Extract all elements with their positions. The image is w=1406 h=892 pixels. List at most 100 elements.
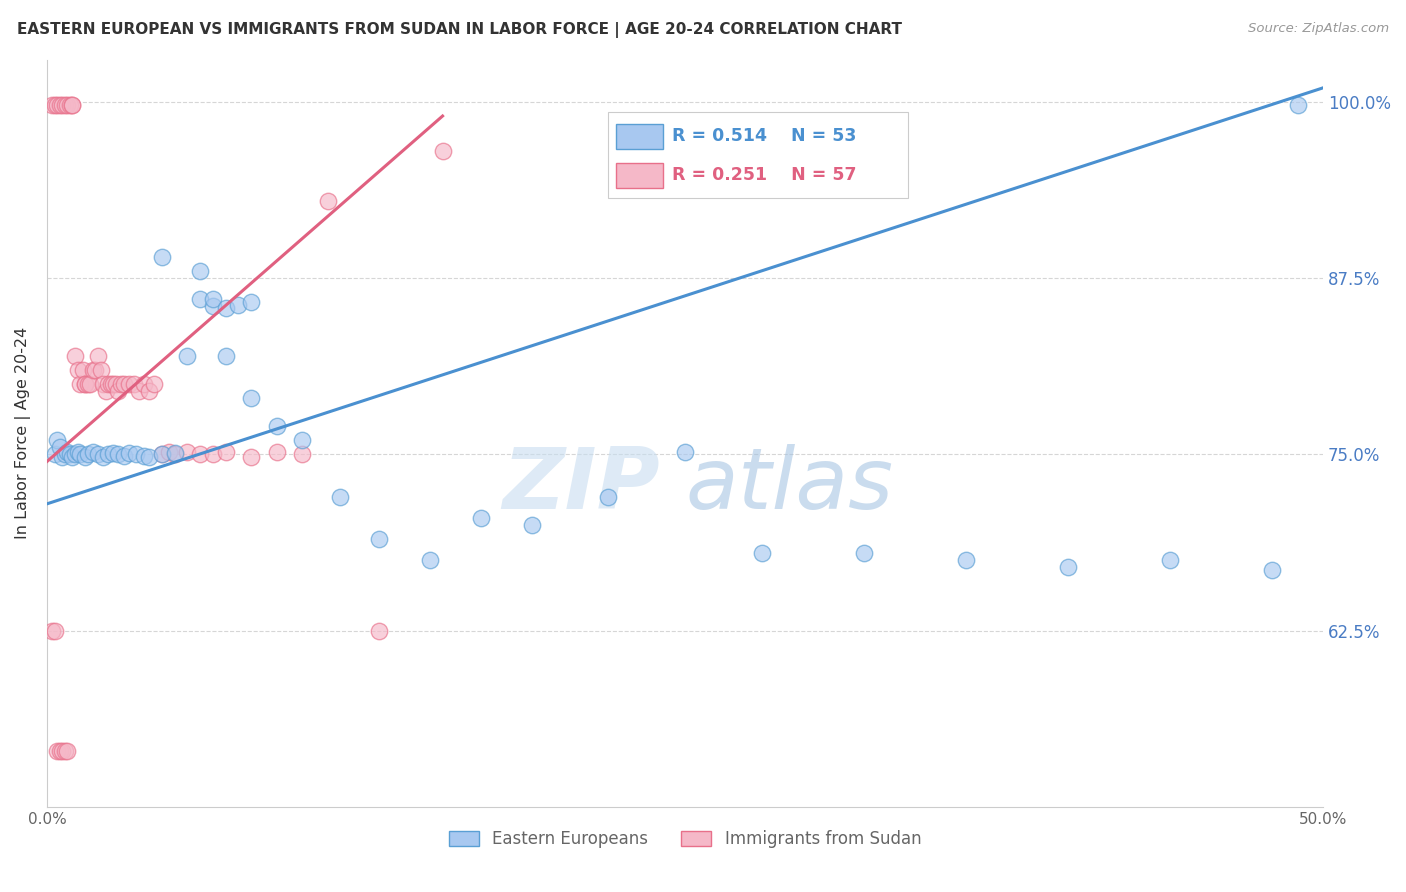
- Point: [110, 376, 132, 391]
- Point: [69, 376, 91, 391]
- Point: [125, 448, 148, 462]
- Point: [266, 419, 288, 434]
- Point: [107, 448, 129, 462]
- Point: [62, 450, 84, 465]
- Point: [955, 553, 977, 567]
- Point: [240, 450, 263, 465]
- Point: [1057, 560, 1080, 574]
- Point: [82, 363, 104, 377]
- Point: [117, 446, 139, 460]
- Point: [138, 384, 160, 398]
- Point: [56, 97, 79, 112]
- Point: [201, 300, 224, 314]
- Point: [188, 264, 211, 278]
- Point: [46, 434, 69, 448]
- Point: [367, 532, 389, 546]
- Point: [103, 446, 125, 460]
- Point: [266, 444, 288, 458]
- Point: [46, 744, 69, 758]
- FancyBboxPatch shape: [609, 112, 908, 198]
- Point: [97, 448, 120, 462]
- Point: [63, 349, 86, 363]
- Point: [122, 376, 145, 391]
- Point: [432, 145, 454, 159]
- Point: [66, 444, 89, 458]
- Point: [90, 363, 112, 377]
- Point: [46, 97, 69, 112]
- Point: [53, 97, 76, 112]
- Point: [520, 518, 543, 533]
- Point: [112, 376, 135, 391]
- Legend: Eastern Europeans, Immigrants from Sudan: Eastern Europeans, Immigrants from Sudan: [441, 823, 928, 855]
- Point: [104, 376, 127, 391]
- Point: [41, 97, 63, 112]
- Point: [72, 363, 94, 377]
- Point: [51, 450, 73, 465]
- Point: [59, 97, 82, 112]
- Point: [48, 97, 70, 112]
- Point: [100, 376, 122, 391]
- Point: [316, 194, 339, 208]
- Point: [44, 448, 66, 462]
- Text: ZIP: ZIP: [502, 444, 659, 527]
- Point: [176, 444, 198, 458]
- Text: R = 0.251    N = 57: R = 0.251 N = 57: [672, 166, 856, 184]
- Text: R = 0.514    N = 53: R = 0.514 N = 53: [672, 127, 856, 145]
- Point: [69, 448, 91, 462]
- Point: [291, 434, 314, 448]
- Point: [291, 448, 314, 462]
- Point: [87, 448, 110, 462]
- Point: [41, 624, 63, 638]
- Point: [852, 546, 875, 560]
- Point: [107, 384, 129, 398]
- Point: [87, 349, 110, 363]
- FancyBboxPatch shape: [616, 162, 664, 188]
- Point: [163, 446, 186, 460]
- Point: [51, 97, 73, 112]
- Point: [62, 97, 84, 112]
- Text: atlas: atlas: [685, 444, 893, 527]
- Text: EASTERN EUROPEAN VS IMMIGRANTS FROM SUDAN IN LABOR FORCE | AGE 20-24 CORRELATION: EASTERN EUROPEAN VS IMMIGRANTS FROM SUDA…: [17, 22, 901, 38]
- Point: [470, 511, 492, 525]
- Point: [48, 441, 70, 455]
- Point: [53, 744, 76, 758]
- Point: [150, 448, 173, 462]
- Point: [51, 744, 73, 758]
- Point: [75, 376, 97, 391]
- Point: [132, 376, 155, 391]
- Point: [82, 444, 104, 458]
- Point: [112, 449, 135, 463]
- Point: [419, 553, 441, 567]
- Point: [132, 449, 155, 463]
- Point: [1261, 563, 1284, 577]
- Point: [214, 301, 236, 315]
- Point: [214, 444, 236, 458]
- Point: [75, 450, 97, 465]
- Point: [63, 448, 86, 462]
- Point: [673, 444, 696, 458]
- Point: [1286, 97, 1309, 112]
- Point: [62, 97, 84, 112]
- Point: [751, 546, 773, 560]
- Point: [56, 444, 79, 458]
- Point: [1159, 553, 1181, 567]
- Text: Source: ZipAtlas.com: Source: ZipAtlas.com: [1249, 22, 1389, 36]
- Point: [59, 448, 82, 462]
- Point: [97, 376, 120, 391]
- Point: [94, 384, 117, 398]
- Point: [103, 376, 125, 391]
- Point: [84, 363, 107, 377]
- Point: [150, 250, 173, 264]
- Point: [91, 450, 114, 465]
- Point: [159, 444, 181, 458]
- Point: [176, 349, 198, 363]
- Point: [76, 376, 98, 391]
- Point: [79, 376, 101, 391]
- Point: [91, 376, 114, 391]
- Point: [240, 295, 263, 310]
- Point: [56, 744, 79, 758]
- Point: [188, 293, 211, 307]
- Point: [228, 298, 250, 312]
- Point: [214, 349, 236, 363]
- Point: [76, 448, 98, 462]
